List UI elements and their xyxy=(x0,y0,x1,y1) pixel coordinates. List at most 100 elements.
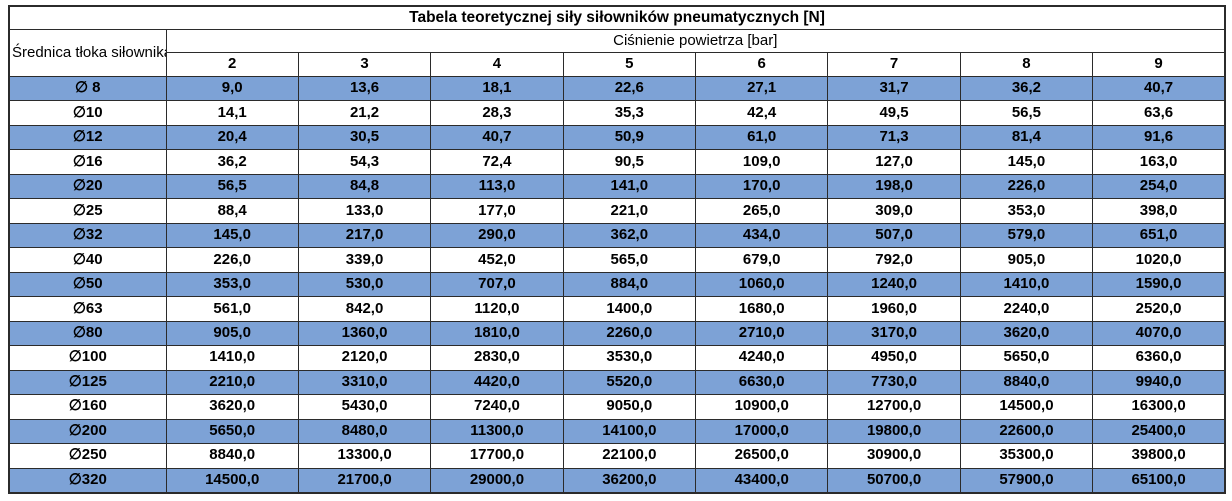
force-cell: 18,1 xyxy=(430,75,564,102)
force-cell: 63,6 xyxy=(1092,100,1226,126)
force-cell: 50,9 xyxy=(562,124,697,151)
force-cell: 177,0 xyxy=(430,198,564,224)
force-cell: 39800,0 xyxy=(1092,443,1226,469)
diameter-cell: ∅20 xyxy=(8,173,167,200)
diameter-cell: ∅50 xyxy=(8,271,167,298)
force-cell: 8840,0 xyxy=(959,369,1094,396)
table-row: ∅12 20,4 30,5 40,7 50,9 61,0 71,3 81,4 91,6 xyxy=(8,124,1226,151)
force-cell: 43400,0 xyxy=(694,467,829,494)
force-cell: 226,0 xyxy=(165,247,299,273)
force-cell: 9,0 xyxy=(165,75,299,102)
force-cell: 27,1 xyxy=(694,75,829,102)
force-cell: 2120,0 xyxy=(297,345,432,371)
force-cell: 5650,0 xyxy=(165,418,299,445)
diameter-cell: ∅200 xyxy=(8,418,167,445)
force-cell: 10900,0 xyxy=(694,394,829,420)
force-cell: 2710,0 xyxy=(694,320,829,347)
force-cell: 42,4 xyxy=(694,100,829,126)
force-cell: 12700,0 xyxy=(827,394,961,420)
force-cell: 21700,0 xyxy=(297,467,432,494)
force-cell: 884,0 xyxy=(562,271,697,298)
force-cell: 221,0 xyxy=(562,198,697,224)
table-row: ∅ 8 9,0 13,6 18,1 22,6 27,1 31,7 36,2 40,7 xyxy=(8,75,1226,102)
force-cell: 842,0 xyxy=(297,296,432,322)
force-cell: 3310,0 xyxy=(297,369,432,396)
force-cell: 22,6 xyxy=(562,75,697,102)
force-cell: 14100,0 xyxy=(562,418,697,445)
force-cell: 679,0 xyxy=(694,247,829,273)
table-title: Tabela teoretycznej siły siłowników pneu… xyxy=(8,5,1226,30)
force-cell: 54,3 xyxy=(297,149,432,175)
force-cell: 31,7 xyxy=(827,75,961,102)
force-cell: 29000,0 xyxy=(430,467,564,494)
force-cell: 7730,0 xyxy=(827,369,961,396)
force-cell: 9940,0 xyxy=(1092,369,1226,396)
force-cell: 49,5 xyxy=(827,100,961,126)
force-cell: 56,5 xyxy=(165,173,299,200)
force-cell: 56,5 xyxy=(959,100,1094,126)
force-cell: 254,0 xyxy=(1092,173,1226,200)
force-cell: 707,0 xyxy=(430,271,564,298)
title-row: Tabela teoretycznej siły siłowników pneu… xyxy=(8,5,1226,30)
force-cell: 11300,0 xyxy=(430,418,564,445)
force-cell: 81,4 xyxy=(959,124,1094,151)
force-cell: 40,7 xyxy=(430,124,564,151)
group-header-row: Średnica tłoka siłownika Ciśnienie powie… xyxy=(8,29,1226,77)
force-cell: 65100,0 xyxy=(1092,467,1226,494)
force-cell: 26500,0 xyxy=(694,443,829,469)
force-cell: 265,0 xyxy=(694,198,829,224)
diameter-cell: ∅10 xyxy=(8,100,167,126)
force-cell: 8840,0 xyxy=(165,443,299,469)
table-row: ∅20 56,5 84,8 113,0 141,0 170,0 198,0 226,0 254,… xyxy=(8,173,1226,200)
table-row: ∅200 5650,0 8480,0 11300,0 14100,0 17000,0 198… xyxy=(8,418,1226,445)
force-cell: 1960,0 xyxy=(827,296,961,322)
force-cell: 20,4 xyxy=(165,124,299,151)
force-cell: 14500,0 xyxy=(959,394,1094,420)
diameter-cell: ∅63 xyxy=(8,296,167,322)
force-cell: 25400,0 xyxy=(1092,418,1226,445)
force-cell: 1060,0 xyxy=(694,271,829,298)
diameter-cell: ∅12 xyxy=(8,124,167,151)
force-cell: 22100,0 xyxy=(562,443,697,469)
force-cell: 4240,0 xyxy=(694,345,829,371)
force-cell: 8480,0 xyxy=(297,418,432,445)
force-cell: 30900,0 xyxy=(827,443,961,469)
force-cell: 1400,0 xyxy=(562,296,697,322)
force-cell: 507,0 xyxy=(827,222,961,249)
force-cell: 217,0 xyxy=(297,222,432,249)
force-cell: 6630,0 xyxy=(694,369,829,396)
force-cell: 1680,0 xyxy=(694,296,829,322)
force-cell: 2240,0 xyxy=(959,296,1094,322)
diameter-cell: ∅320 xyxy=(8,467,167,494)
force-cell: 6360,0 xyxy=(1092,345,1226,371)
force-cell: 145,0 xyxy=(165,222,299,249)
force-cell: 30,5 xyxy=(297,124,432,151)
force-cell: 1240,0 xyxy=(827,271,961,298)
force-cell: 651,0 xyxy=(1092,222,1226,249)
force-cell: 1410,0 xyxy=(165,345,299,371)
force-cell: 1020,0 xyxy=(1092,247,1226,273)
diameter-cell: ∅80 xyxy=(8,320,167,347)
force-cell: 17700,0 xyxy=(430,443,564,469)
table-row: ∅320 14500,0 21700,0 29000,0 36200,0 43400,0 5… xyxy=(8,467,1226,494)
table-row: ∅160 3620,0 5430,0 7240,0 9050,0 10900,0 12700… xyxy=(8,394,1226,420)
force-cell: 22600,0 xyxy=(959,418,1094,445)
force-cell: 4420,0 xyxy=(430,369,564,396)
force-cell: 5430,0 xyxy=(297,394,432,420)
pressure-column-header: 9 xyxy=(1092,52,1226,77)
pressure-column-header: 2 xyxy=(165,52,299,77)
table-row: ∅16 36,2 54,3 72,4 90,5 109,0 127,0 145,0 163,0 xyxy=(8,149,1226,175)
force-cell: 3530,0 xyxy=(562,345,697,371)
force-cell: 452,0 xyxy=(430,247,564,273)
table-header: Tabela teoretycznej siły siłowników pneu… xyxy=(8,5,1226,77)
diameter-cell: ∅40 xyxy=(8,247,167,273)
force-cell: 2520,0 xyxy=(1092,296,1226,322)
force-cell: 3620,0 xyxy=(959,320,1094,347)
diameter-cell: ∅32 xyxy=(8,222,167,249)
force-cell: 565,0 xyxy=(562,247,697,273)
force-cell: 2830,0 xyxy=(430,345,564,371)
table-row: ∅100 1410,0 2120,0 2830,0 3530,0 4240,0 4950,0… xyxy=(8,345,1226,371)
force-cell: 1360,0 xyxy=(297,320,432,347)
force-cell: 4950,0 xyxy=(827,345,961,371)
pressure-column-header: 8 xyxy=(959,52,1094,77)
